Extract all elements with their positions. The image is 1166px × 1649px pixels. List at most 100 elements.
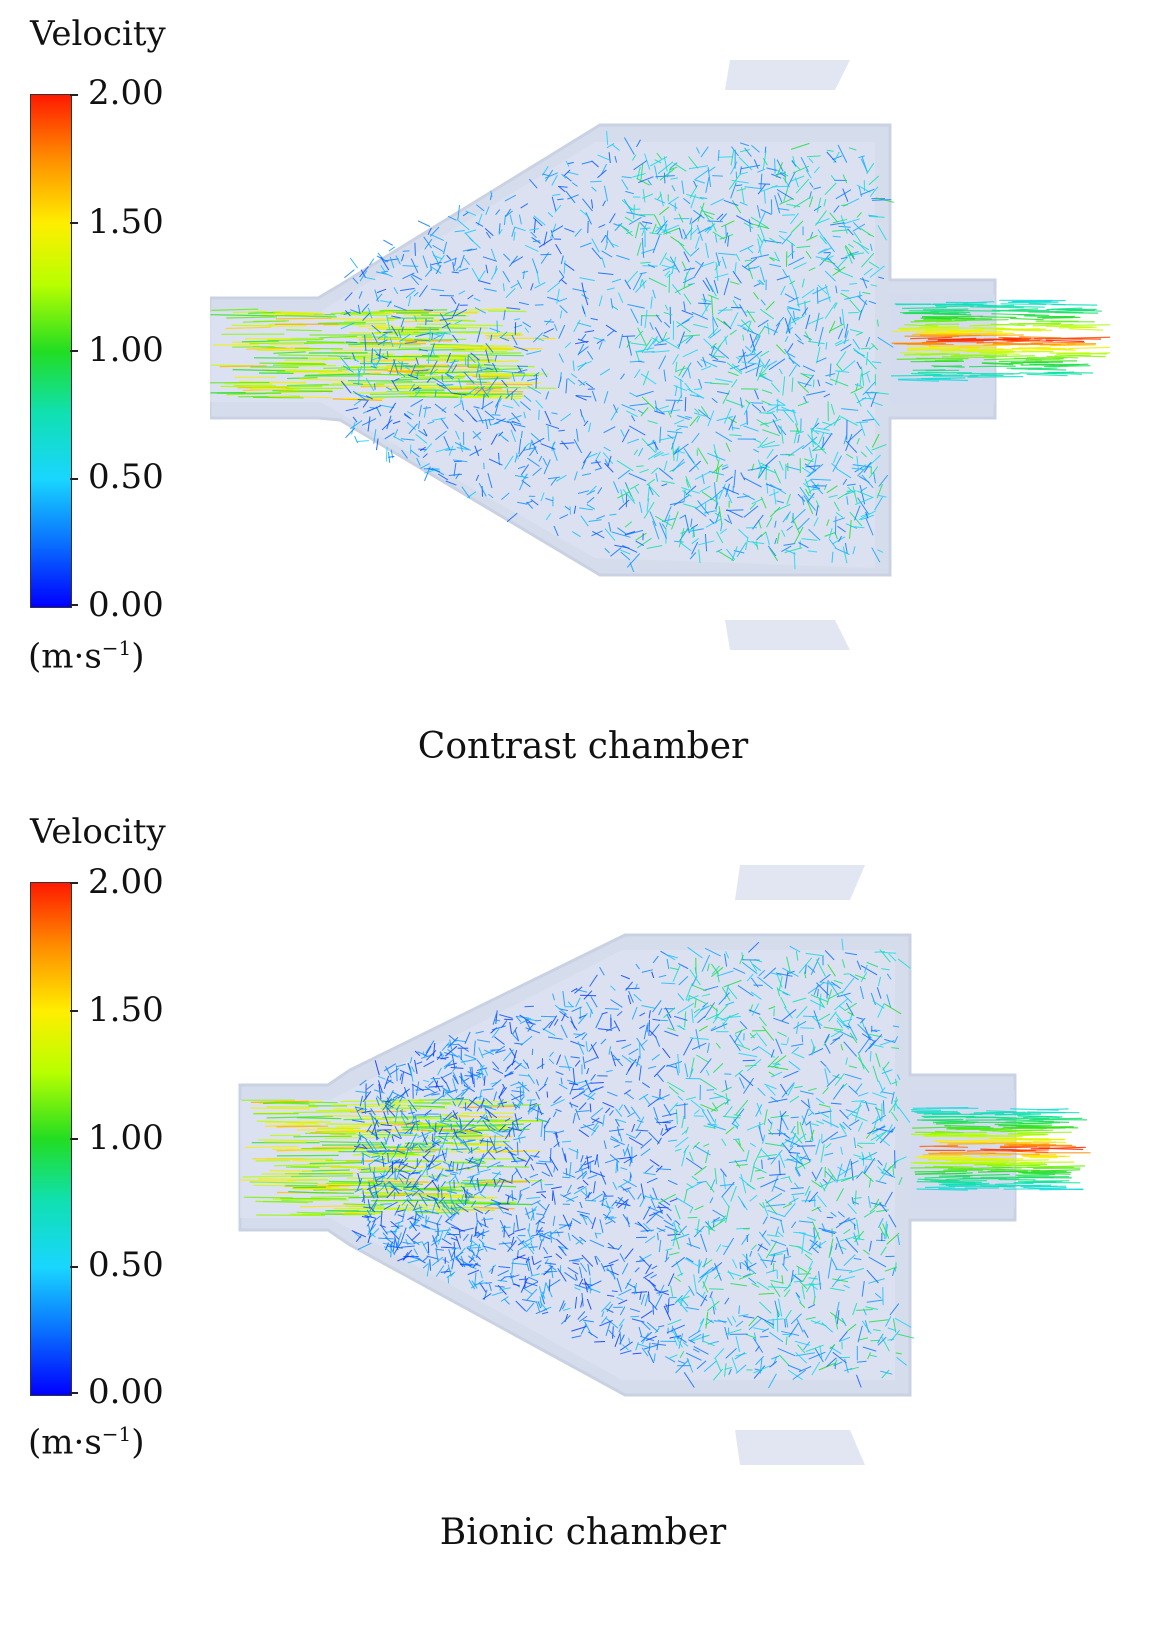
velocity-vector bbox=[540, 443, 556, 450]
velocity-vector bbox=[759, 1335, 769, 1338]
velocity-vector bbox=[777, 208, 790, 211]
velocity-vector bbox=[1047, 371, 1094, 374]
velocity-vector bbox=[947, 1168, 1005, 1171]
velocity-vector bbox=[827, 257, 841, 271]
velocity-vector bbox=[421, 1196, 431, 1201]
velocity-vector bbox=[652, 289, 656, 299]
velocity-vector bbox=[833, 205, 840, 213]
velocity-colorbar bbox=[30, 882, 72, 1396]
velocity-vector bbox=[661, 483, 668, 487]
velocity-vector bbox=[658, 1239, 662, 1253]
velocity-vector bbox=[643, 1271, 654, 1279]
velocity-vector bbox=[502, 404, 514, 409]
velocity-vector bbox=[712, 1209, 725, 1218]
velocity-vector bbox=[745, 1064, 757, 1067]
velocity-vector bbox=[611, 144, 620, 151]
velocity-vector bbox=[690, 1057, 695, 1074]
velocity-vector bbox=[788, 296, 799, 303]
velocity-vector bbox=[392, 420, 401, 425]
velocity-vector bbox=[837, 490, 852, 500]
velocity-vector bbox=[484, 389, 491, 398]
velocity-vector bbox=[364, 1215, 376, 1219]
velocity-vector bbox=[850, 526, 865, 529]
velocity-vector bbox=[786, 525, 794, 531]
velocity-vector bbox=[390, 1230, 400, 1240]
velocity-vector bbox=[763, 967, 777, 980]
velocity-vector bbox=[483, 288, 497, 292]
velocity-vector bbox=[496, 418, 510, 424]
velocity-vector bbox=[545, 318, 552, 326]
velocity-vector bbox=[648, 1029, 657, 1038]
velocity-vector bbox=[577, 346, 589, 355]
velocity-vector bbox=[654, 327, 664, 342]
velocity-vector bbox=[511, 372, 516, 382]
velocity-vector bbox=[780, 996, 787, 1009]
velocity-vector bbox=[861, 1320, 872, 1335]
velocity-vector bbox=[807, 550, 818, 553]
velocity-vector bbox=[528, 1246, 538, 1249]
velocity-vector bbox=[525, 1021, 536, 1025]
velocity-vector bbox=[711, 296, 714, 316]
velocity-vector bbox=[835, 339, 850, 347]
velocity-vector bbox=[783, 543, 796, 546]
velocity-vector bbox=[840, 215, 848, 234]
velocity-vector bbox=[910, 336, 953, 340]
velocity-vector bbox=[287, 377, 318, 380]
velocity-vector bbox=[647, 483, 660, 498]
velocity-vector bbox=[656, 152, 662, 160]
velocity-vector bbox=[325, 1123, 375, 1126]
velocity-vector bbox=[513, 345, 529, 352]
velocity-vector bbox=[549, 1156, 559, 1171]
velocity-vector bbox=[654, 515, 672, 526]
velocity-vector bbox=[716, 970, 734, 977]
velocity-vector bbox=[394, 1204, 401, 1216]
velocity-vector bbox=[580, 1190, 589, 1198]
velocity-vector bbox=[654, 1117, 661, 1126]
velocity-vector bbox=[405, 289, 416, 299]
velocity-vector bbox=[703, 1125, 716, 1129]
velocity-vector bbox=[883, 1162, 888, 1172]
velocity-vector bbox=[833, 302, 838, 309]
velocity-vector bbox=[664, 304, 669, 311]
velocity-vector bbox=[413, 1224, 421, 1227]
velocity-vector bbox=[753, 282, 761, 287]
velocity-vector bbox=[720, 528, 728, 535]
velocity-vector bbox=[787, 1084, 795, 1097]
velocity-vector bbox=[760, 173, 763, 190]
velocity-vector bbox=[712, 1307, 715, 1315]
velocity-vector bbox=[375, 1133, 378, 1140]
velocity-vector bbox=[343, 1203, 384, 1206]
velocity-vector bbox=[463, 257, 470, 266]
velocity-vector bbox=[724, 1326, 729, 1340]
velocity-vector bbox=[545, 423, 560, 430]
velocity-vector bbox=[663, 215, 668, 235]
velocity-vector bbox=[391, 1091, 406, 1099]
velocity-vector bbox=[587, 1331, 598, 1339]
velocity-vector bbox=[724, 953, 728, 967]
velocity-vector bbox=[409, 1057, 413, 1064]
velocity-vector bbox=[387, 1152, 389, 1163]
velocity-vector bbox=[256, 1214, 326, 1217]
velocity-vector bbox=[770, 1115, 789, 1119]
velocity-vector bbox=[832, 1037, 841, 1041]
velocity-vector bbox=[768, 1250, 787, 1256]
velocity-vector bbox=[368, 1163, 372, 1173]
velocity-vector bbox=[743, 1315, 755, 1319]
velocity-vector bbox=[681, 180, 685, 195]
velocity-vector bbox=[477, 280, 491, 285]
velocity-vector bbox=[903, 353, 948, 356]
velocity-vector bbox=[470, 1200, 477, 1208]
velocity-vector bbox=[760, 1259, 777, 1263]
velocity-vector bbox=[856, 332, 863, 336]
velocity-vector bbox=[835, 1243, 838, 1250]
velocity-vector bbox=[880, 1246, 887, 1256]
velocity-vector bbox=[401, 1071, 404, 1085]
velocity-vector bbox=[585, 382, 594, 389]
velocity-vector bbox=[815, 312, 820, 332]
velocity-vector bbox=[418, 1204, 424, 1216]
velocity-vector bbox=[533, 215, 546, 226]
velocity-vector bbox=[851, 1100, 865, 1102]
velocity-vector bbox=[422, 1134, 429, 1143]
velocity-vector bbox=[757, 464, 765, 469]
velocity-vector bbox=[797, 1145, 816, 1147]
